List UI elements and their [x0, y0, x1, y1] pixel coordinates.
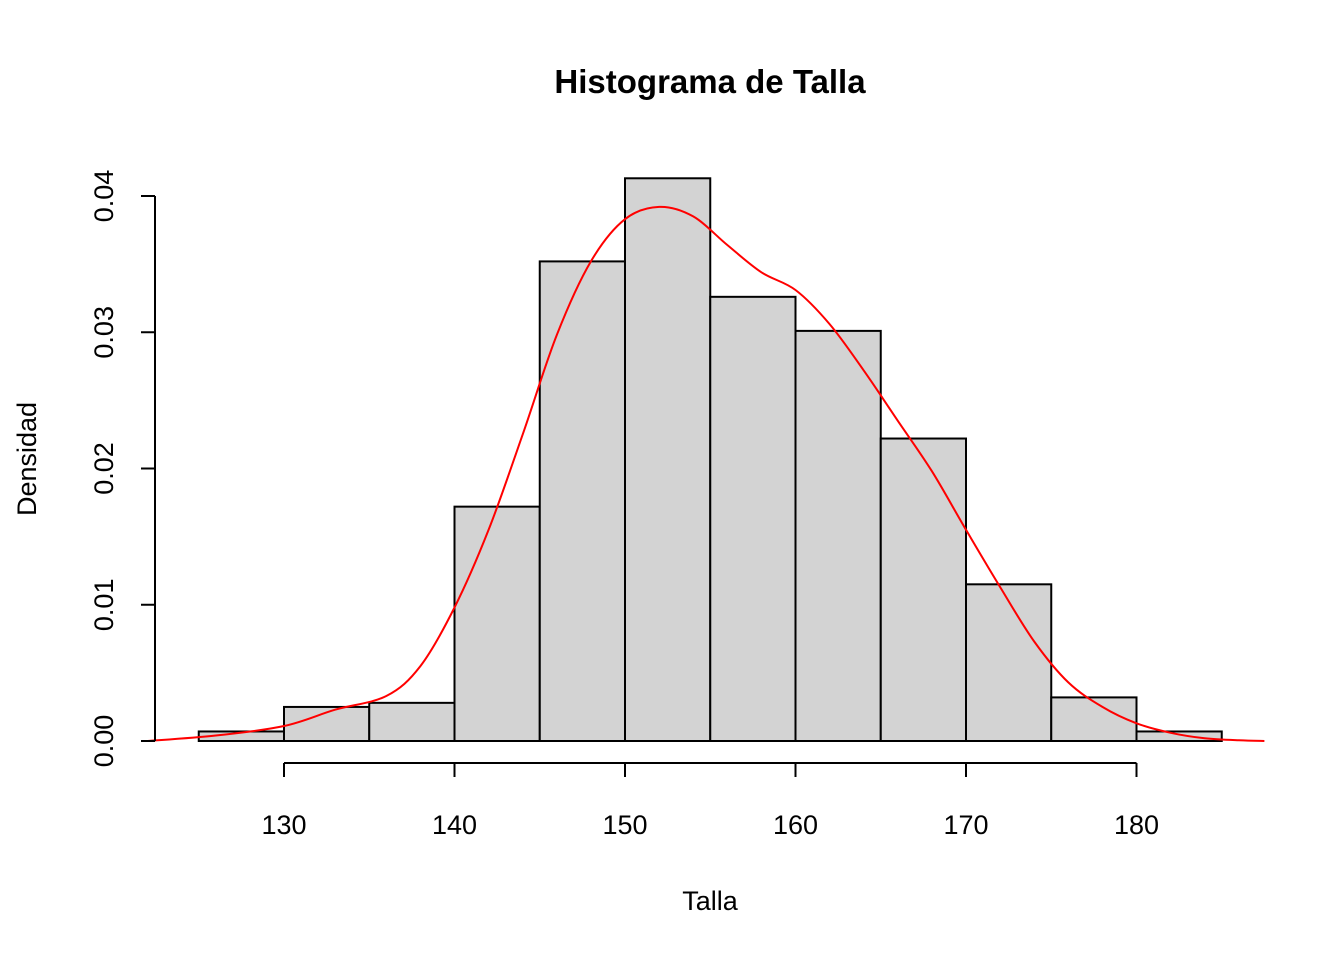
y-axis-label: Densidad [12, 402, 42, 516]
histogram-bar [368, 701, 456, 742]
x-axis-label: Talla [682, 886, 739, 916]
x-tick-label: 170 [943, 810, 988, 840]
y-tick-label: 0.03 [89, 306, 119, 359]
x-axis: 130 140 150 160 170 180 [261, 762, 1159, 840]
y-axis: 0.00 0.01 0.02 0.03 0.04 [89, 170, 156, 768]
x-tick-label: 180 [1114, 810, 1159, 840]
chart-title: Histograma de Talla [554, 63, 866, 100]
y-tick-label: 0.04 [89, 170, 119, 223]
histogram-bar [1050, 696, 1138, 743]
histogram-bar [794, 329, 882, 742]
x-tick-label: 160 [773, 810, 818, 840]
y-tick-label: 0.00 [89, 715, 119, 768]
histogram-bar [1135, 730, 1223, 743]
histogram-bar [624, 177, 712, 743]
histogram-bar [709, 295, 797, 742]
histogram-bar [453, 505, 541, 742]
histogram-bars [197, 177, 1223, 743]
y-tick-label: 0.01 [89, 579, 119, 632]
density-curve [147, 205, 1265, 742]
x-tick-label: 130 [261, 810, 306, 840]
x-tick-label: 140 [432, 810, 477, 840]
histogram-bar [965, 583, 1053, 742]
histogram-bar [538, 260, 626, 742]
histogram-bar [879, 437, 967, 742]
x-tick-label: 150 [602, 810, 647, 840]
y-tick-label: 0.02 [89, 442, 119, 495]
